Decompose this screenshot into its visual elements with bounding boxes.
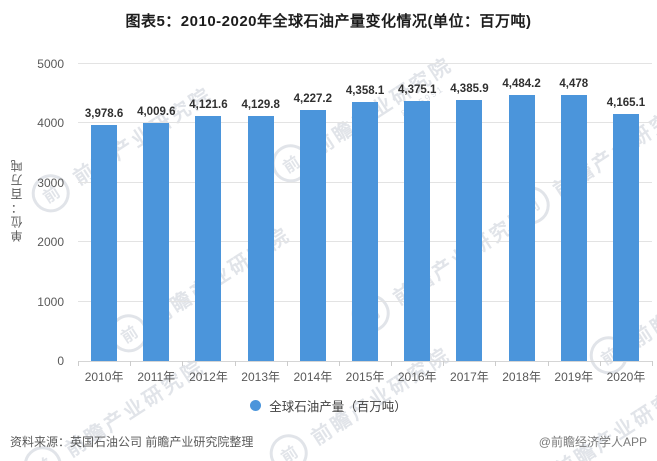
y-tick-label: 0 <box>57 354 64 368</box>
bar-value-label: 4,358.1 <box>345 85 385 98</box>
bar <box>404 101 431 361</box>
gridline <box>78 63 652 64</box>
y-tick-label: 5000 <box>37 57 64 71</box>
x-axis-tick <box>599 361 601 366</box>
y-tick-label: 4000 <box>37 116 64 131</box>
x-axis-tick <box>130 361 132 366</box>
x-axis-tick <box>78 361 79 366</box>
bar-group: 4,478 2019年 <box>548 64 600 384</box>
bar <box>247 115 274 361</box>
bar <box>91 124 118 361</box>
y-tick-label: 1000 <box>37 294 64 309</box>
bar-value-label: 4,478 <box>559 78 589 91</box>
x-tick-label: 2015年 <box>345 370 385 384</box>
bar-value-label: 4,375.1 <box>398 84 437 97</box>
legend: 全球石油产量（百万吨） <box>0 396 657 415</box>
x-axis-tick <box>391 361 393 366</box>
bar-group: 4,385.9 2017年 <box>443 64 495 384</box>
bar <box>508 94 535 361</box>
bar <box>456 100 483 361</box>
plot-area: 3,978.6 2010年 4,009.6 2011年 4,121.6 2012年 4,12… <box>78 63 653 384</box>
bar <box>143 122 170 361</box>
bar-group: 3,978.6 2010年 <box>78 64 130 384</box>
x-tick-label: 2018年 <box>502 370 541 384</box>
bar-value-label: 4,385.9 <box>450 83 489 96</box>
bar <box>352 102 379 361</box>
bar <box>195 116 222 361</box>
bar-group: 4,484.2 2018年 <box>496 64 548 384</box>
x-tick-label: 2020年 <box>606 370 646 384</box>
bar-group: 4,358.1 2015年 <box>339 64 391 384</box>
gridline <box>78 361 652 362</box>
bar-value-label: 4,227.2 <box>293 92 333 105</box>
legend-label: 全球石油产量（百万吨） <box>269 400 407 414</box>
x-axis-tick <box>495 361 497 366</box>
bar-group: 4,129.8 2013年 <box>235 64 287 384</box>
source-note: 资料来源：英国石油公司 前瞻产业研究院整理 <box>10 435 254 449</box>
y-tick-label: 3000 <box>37 175 64 190</box>
bar <box>560 95 587 361</box>
bar <box>299 109 326 361</box>
bar-value-label: 4,165.1 <box>606 96 646 109</box>
x-axis-tick <box>443 361 445 366</box>
footer: 资料来源：英国石油公司 前瞻产业研究院整理 @前瞻经济学人APP <box>0 433 657 450</box>
bar-value-label: 4,121.6 <box>189 99 228 112</box>
x-axis-tick <box>652 361 653 366</box>
x-tick-label: 2013年 <box>241 370 281 384</box>
x-axis-tick <box>234 361 236 366</box>
x-tick-label: 2011年 <box>137 370 176 384</box>
chart-title: 图表5：2010-2020年全球石油产量变化情况(单位：百万吨) <box>125 13 532 30</box>
bar-value-label: 3,978.6 <box>84 107 124 120</box>
bar <box>612 113 639 361</box>
x-tick-label: 2010年 <box>84 370 124 384</box>
bar-group: 4,009.6 2011年 <box>130 64 182 384</box>
bar-group: 4,121.6 2012年 <box>182 64 234 384</box>
x-axis-tick <box>547 361 549 366</box>
x-axis-tick <box>182 361 184 366</box>
bar-group: 4,165.1 2020年 <box>600 64 652 384</box>
legend-marker-icon <box>250 400 262 411</box>
credit-note: @前瞻经济学人APP <box>538 435 647 449</box>
x-tick-label: 2017年 <box>450 370 489 384</box>
bar-series: 3,978.6 2010年 4,009.6 2011年 4,121.6 2012年 4,12… <box>78 64 652 384</box>
bar-value-label: 4,009.6 <box>137 105 176 118</box>
x-tick-label: 2019年 <box>554 370 594 384</box>
bar-value-label: 4,484.2 <box>502 77 541 90</box>
x-tick-label: 2016年 <box>397 370 437 384</box>
x-axis-tick <box>338 361 340 366</box>
x-tick-label: 2012年 <box>189 370 228 384</box>
bar-group: 4,227.2 2014年 <box>287 64 339 384</box>
x-tick-label: 2014年 <box>293 370 333 384</box>
y-axis-labels: 0 1000 2000 3000 4000 5000 <box>0 57 72 368</box>
y-tick-label: 2000 <box>37 235 64 250</box>
x-axis-tick <box>286 361 288 366</box>
bar-value-label: 4,129.8 <box>241 98 280 111</box>
bar-group: 4,375.1 2016年 <box>391 64 443 384</box>
